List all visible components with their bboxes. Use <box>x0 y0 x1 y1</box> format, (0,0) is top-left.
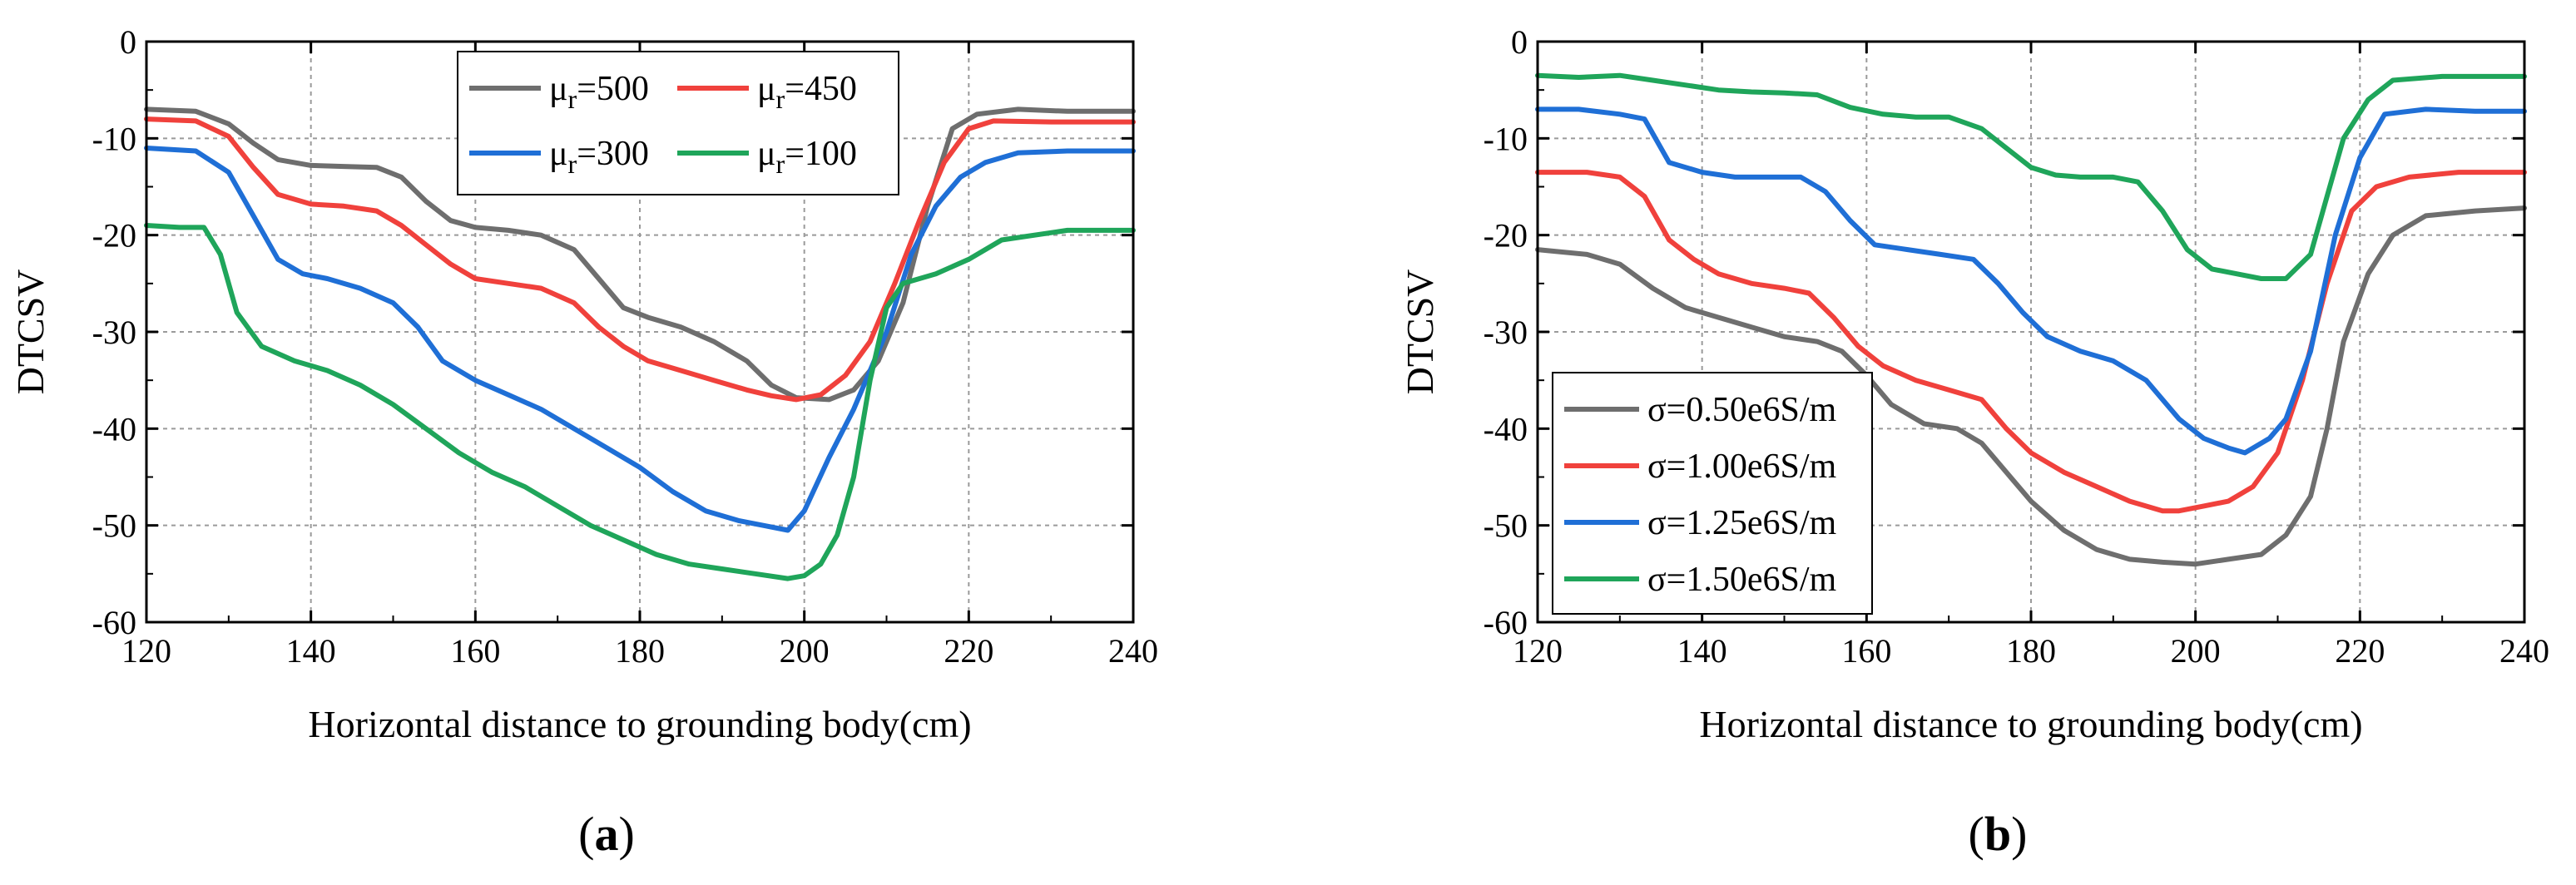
series-line-2 <box>144 146 1136 533</box>
y-tick-label: -50 <box>92 507 136 545</box>
series-line-3 <box>144 223 1136 581</box>
y-tick-label: -20 <box>92 217 136 255</box>
legend: μr=500 μr=450 μr=300 μr=100 <box>457 51 899 195</box>
legend-box <box>1552 372 1873 615</box>
legend-entry: σ=0.50e6S/m <box>1647 391 1836 429</box>
y-tick-label: -40 <box>1484 410 1528 447</box>
y-tick-label: -10 <box>1484 120 1528 157</box>
y-tick-label: -40 <box>92 410 136 447</box>
legend-box <box>457 51 899 195</box>
chart-panel-a: 120 140 160 180 200 220 240 0 -10 -20 -30 -40 -50 -60… <box>9 23 1158 861</box>
y-tick-label: -20 <box>1484 217 1528 255</box>
x-tick-label: 200 <box>780 632 830 670</box>
x-tick-label: 120 <box>121 632 171 670</box>
x-axis-label: Horizontal distance to grounding body(cm… <box>1699 703 2362 745</box>
panel-label: (a) <box>578 807 635 861</box>
legend-entry: μr=450 <box>757 70 857 114</box>
x-tick-label: 180 <box>2006 632 2056 670</box>
legend-entry: μr=500 <box>549 70 649 114</box>
series-line-0 <box>1535 205 2527 567</box>
y-tick-label: 0 <box>1511 23 1528 61</box>
y-tick-label: -60 <box>1484 604 1528 641</box>
x-tick-label: 120 <box>1513 632 1563 670</box>
legend-entry: μr=100 <box>757 135 857 179</box>
x-tick-label: 240 <box>2499 632 2549 670</box>
y-tick-label: -30 <box>1484 314 1528 351</box>
y-tick-label: -30 <box>92 314 136 351</box>
x-tick-label: 240 <box>1108 632 1158 670</box>
x-tick-label: 160 <box>1841 632 1891 670</box>
x-tick-label: 220 <box>944 632 993 670</box>
series-line-1 <box>144 116 1136 403</box>
series-line-3 <box>1535 72 2527 281</box>
y-tick-label: -10 <box>92 120 136 157</box>
x-tick-label: 140 <box>1677 632 1727 670</box>
legend: σ=0.50e6S/m σ=1.00e6S/m σ=1.25e6S/m σ=1.50e… <box>1552 372 1873 615</box>
y-tick-label: -50 <box>1484 507 1528 545</box>
y-axis-label: DTCSV <box>1399 269 1441 395</box>
y-tick-label: 0 <box>120 23 136 61</box>
x-axis-label: Horizontal distance to grounding body(cm… <box>308 703 971 745</box>
panel-label: (b) <box>1969 807 2028 861</box>
x-tick-label: 180 <box>615 632 665 670</box>
legend-entry: σ=1.00e6S/m <box>1647 447 1836 486</box>
legend-entry: μr=300 <box>549 135 649 179</box>
y-tick-label: -60 <box>92 604 136 641</box>
chart-panel-b: 120 140 160 180 200 220 240 0 -10 -20 -30 -40 -50 -60… <box>1399 23 2549 861</box>
legend-entry: σ=1.50e6S/m <box>1647 561 1836 599</box>
series-line-2 <box>1535 106 2527 456</box>
y-axis-label: DTCSV <box>9 269 52 395</box>
x-tick-label: 160 <box>450 632 500 670</box>
x-tick-label: 200 <box>2171 632 2221 670</box>
x-tick-label: 220 <box>2335 632 2385 670</box>
legend-entry: σ=1.25e6S/m <box>1647 504 1836 542</box>
x-tick-label: 140 <box>286 632 336 670</box>
